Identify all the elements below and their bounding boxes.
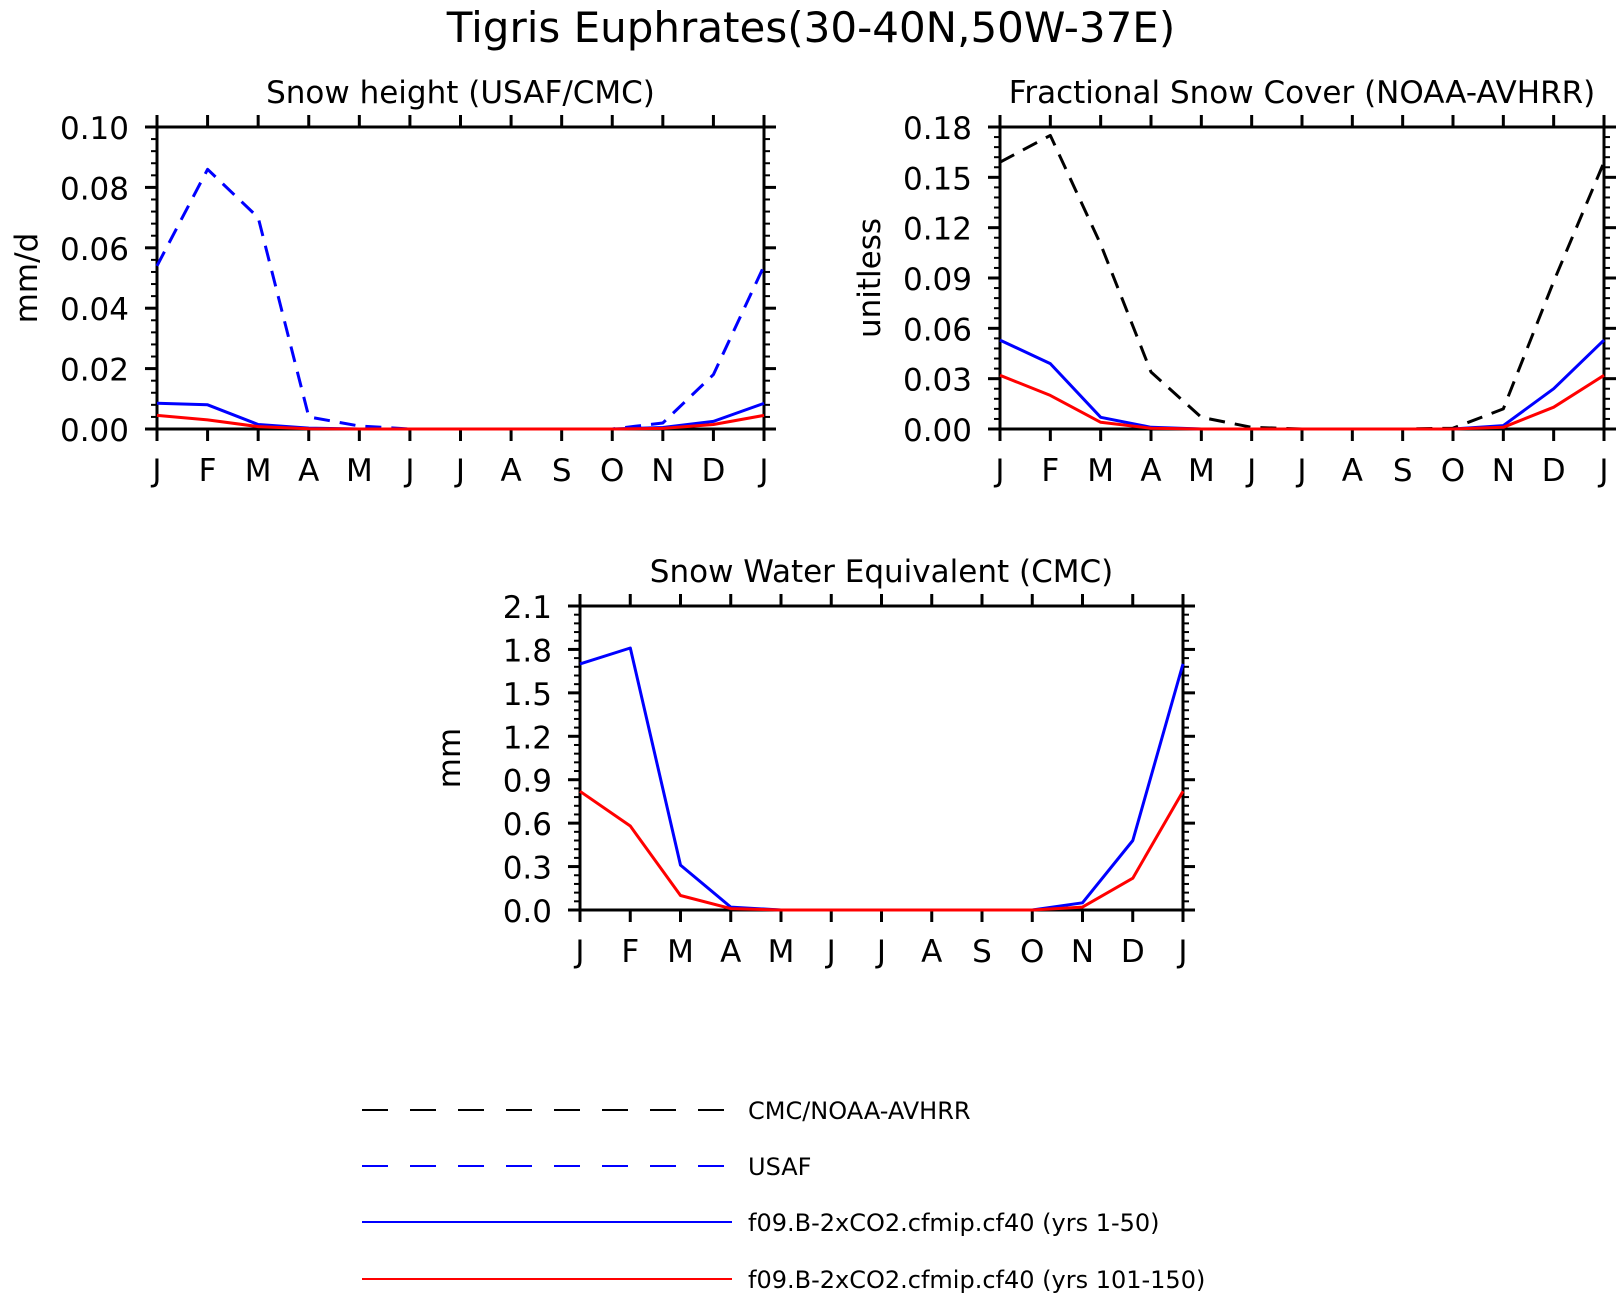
x-tick-label: J <box>403 453 414 489</box>
legend: CMC/NOAA-AVHRR USAF f09.B-2xCO2.cfmip.cf40… <box>362 1097 1205 1293</box>
y-tick-label: 0.12 <box>903 212 972 248</box>
x-tick-label: J <box>454 453 465 489</box>
x-tick-label: A <box>720 934 741 970</box>
x-tick-label: M <box>667 934 694 970</box>
plot-frame <box>155 125 766 431</box>
x-tick-label: O <box>1020 934 1044 970</box>
panel-fractional-snow-cover: Fractional Snow Cover (NOAA-AVHRR) unitle… <box>852 75 1616 489</box>
x-tick-label: F <box>199 453 217 489</box>
x-tick-label: N <box>651 453 674 489</box>
x-tick-label: O <box>600 453 624 489</box>
y-tick-label: 0.02 <box>60 353 129 389</box>
x-tick-label: N <box>1071 934 1094 970</box>
x-tick-label: A <box>921 934 942 970</box>
x-tick-label: J <box>757 453 768 489</box>
x-tick-label: J <box>1295 453 1306 489</box>
y-tick-label: 0.18 <box>903 111 972 147</box>
x-tick-label: J <box>1597 453 1608 489</box>
y-tick-label: 0.9 <box>503 764 552 800</box>
x-tick-label: A <box>1140 453 1161 489</box>
x-tick-label: J <box>1176 934 1187 970</box>
x-tick-label: F <box>621 934 639 970</box>
y-tick-label: 0.10 <box>60 111 129 147</box>
y-tick-label: 0.03 <box>903 363 972 399</box>
x-tick-label: J <box>150 453 161 489</box>
x-tick-label: M <box>346 453 373 489</box>
legend-label: f09.B-2xCO2.cfmip.cf40 (yrs 1-50) <box>748 1209 1160 1237</box>
y-axis-label: unitless <box>852 218 888 338</box>
x-tick-label: J <box>875 934 886 970</box>
plot-frame <box>578 604 1185 912</box>
legend-label: USAF <box>748 1153 811 1181</box>
y-tick-label: 0.06 <box>903 312 972 348</box>
series-line-dashed-0 <box>155 167 766 431</box>
y-tick-label: 0.08 <box>60 171 129 207</box>
x-tick-label: J <box>993 453 1004 489</box>
y-tick-label: 0.04 <box>60 292 129 328</box>
y-axis-label: mm <box>432 728 468 788</box>
x-tick-label: S <box>972 934 992 970</box>
x-tick-label: S <box>1393 453 1413 489</box>
x-tick-label: A <box>298 453 319 489</box>
x-tick-label: J <box>573 934 584 970</box>
panel-snow-height: Snow height (USAF/CMC) mm/d 0.00 0.02 0.04 0.… <box>9 75 776 489</box>
x-tick-label: D <box>1121 934 1145 970</box>
panel-title: Fractional Snow Cover (NOAA-AVHRR) <box>1009 75 1596 111</box>
panel-title: Snow height (USAF/CMC) <box>266 75 655 111</box>
x-tick-label: A <box>500 453 521 489</box>
x-tick-label: N <box>1492 453 1515 489</box>
y-tick-label: 1.8 <box>503 633 552 669</box>
x-tick-label: M <box>245 453 272 489</box>
series-line-dashed-0 <box>999 133 1606 431</box>
y-tick-label: 0.15 <box>903 161 972 197</box>
legend-label: f09.B-2xCO2.cfmip.cf40 (yrs 101-150) <box>748 1266 1205 1293</box>
x-tick-label: M <box>1188 453 1215 489</box>
series-line-solid-2 <box>999 373 1605 431</box>
x-tick-label: S <box>552 453 572 489</box>
x-tick-label: J <box>1245 453 1256 489</box>
x-tick-label: A <box>1342 453 1363 489</box>
figure-title: Tigris Euphrates(30-40N,50W-37E) <box>446 3 1175 52</box>
y-tick-label: 0.00 <box>60 413 129 449</box>
series-line-solid-1 <box>579 790 1185 912</box>
y-tick-label: 0.09 <box>903 262 972 298</box>
x-tick-label: M <box>1087 453 1114 489</box>
x-tick-label: D <box>1542 453 1566 489</box>
legend-label: CMC/NOAA-AVHRR <box>748 1097 971 1125</box>
x-tick-label: M <box>768 934 795 970</box>
y-tick-label: 0.00 <box>903 413 972 449</box>
y-tick-label: 1.5 <box>503 677 552 713</box>
series-line-solid-0 <box>579 646 1185 912</box>
y-tick-label: 0.3 <box>503 851 552 887</box>
y-tick-label: 0.6 <box>503 807 552 843</box>
x-tick-label: J <box>825 934 836 970</box>
y-tick-label: 0.06 <box>60 232 129 268</box>
panel-snow-water-equivalent: Snow Water Equivalent (CMC) mm 0.0 0.3 0.6 0.… <box>432 554 1195 970</box>
series-line-solid-2 <box>156 413 765 431</box>
y-tick-label: 2.1 <box>503 590 552 626</box>
y-tick-label: 1.2 <box>503 720 552 756</box>
x-tick-label: D <box>701 453 725 489</box>
y-tick-label: 0.0 <box>503 894 552 930</box>
x-tick-label: O <box>1441 453 1465 489</box>
panel-title: Snow Water Equivalent (CMC) <box>650 554 1113 590</box>
x-tick-label: F <box>1041 453 1059 489</box>
y-axis-label: mm/d <box>9 233 45 324</box>
